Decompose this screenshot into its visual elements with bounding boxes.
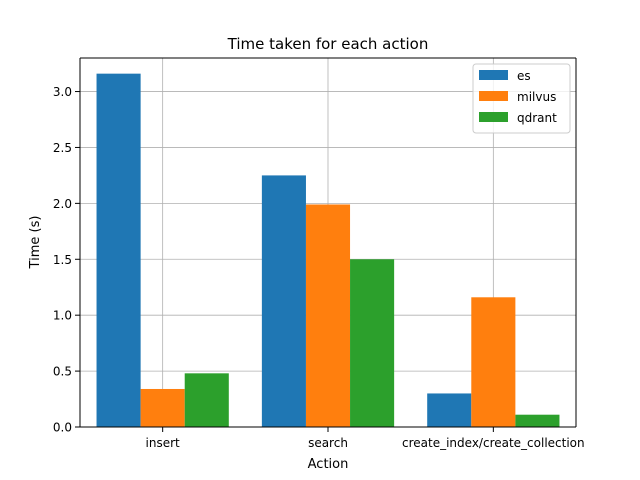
bar-milvus-search: [305, 204, 351, 427]
legend-swatch-milvus: [479, 91, 508, 101]
bar-qdrant-insert: [184, 373, 229, 427]
x-axis-ticks: insert search create_index/create_collecti…: [146, 427, 585, 450]
y-axis-label: Time (s): [28, 216, 43, 270]
y-tick-label: 3.0: [53, 85, 72, 99]
bar-es-search: [261, 175, 306, 427]
bar-es-insert: [96, 73, 141, 428]
x-tick-label: insert: [146, 436, 181, 450]
bar-es-create-index-create-collection: [427, 393, 472, 427]
legend-swatch-qdrant: [479, 112, 508, 122]
bars: [96, 73, 560, 428]
x-tick-label: search: [308, 436, 348, 450]
bar-qdrant-search: [350, 259, 395, 427]
y-tick-label: 1.5: [53, 253, 72, 267]
y-tick-label: 2.5: [53, 141, 72, 155]
y-tick-label: 1.0: [53, 309, 72, 323]
legend-label-milvus: milvus: [517, 90, 556, 104]
y-axis-ticks: 0.0 0.5 1.0 1.5 2.0 2.5 3.0: [53, 85, 80, 435]
legend-swatch-es: [479, 70, 508, 80]
x-tick-label: create_index/create_collection: [402, 436, 585, 450]
x-axis-label: Action: [308, 457, 349, 472]
legend: es milvus qdrant: [472, 63, 571, 134]
legend-label-es: es: [517, 69, 531, 83]
chart-title: Time taken for each action: [227, 35, 429, 53]
bar-milvus-insert: [140, 388, 185, 427]
y-tick-label: 0.5: [53, 365, 72, 379]
legend-label-qdrant: qdrant: [517, 111, 557, 125]
bar-milvus-create-index-create-collection: [471, 297, 516, 427]
bar-qdrant-create-index-create-collection: [515, 414, 560, 427]
y-tick-label: 2.0: [53, 197, 72, 211]
y-tick-label: 0.0: [53, 421, 72, 435]
